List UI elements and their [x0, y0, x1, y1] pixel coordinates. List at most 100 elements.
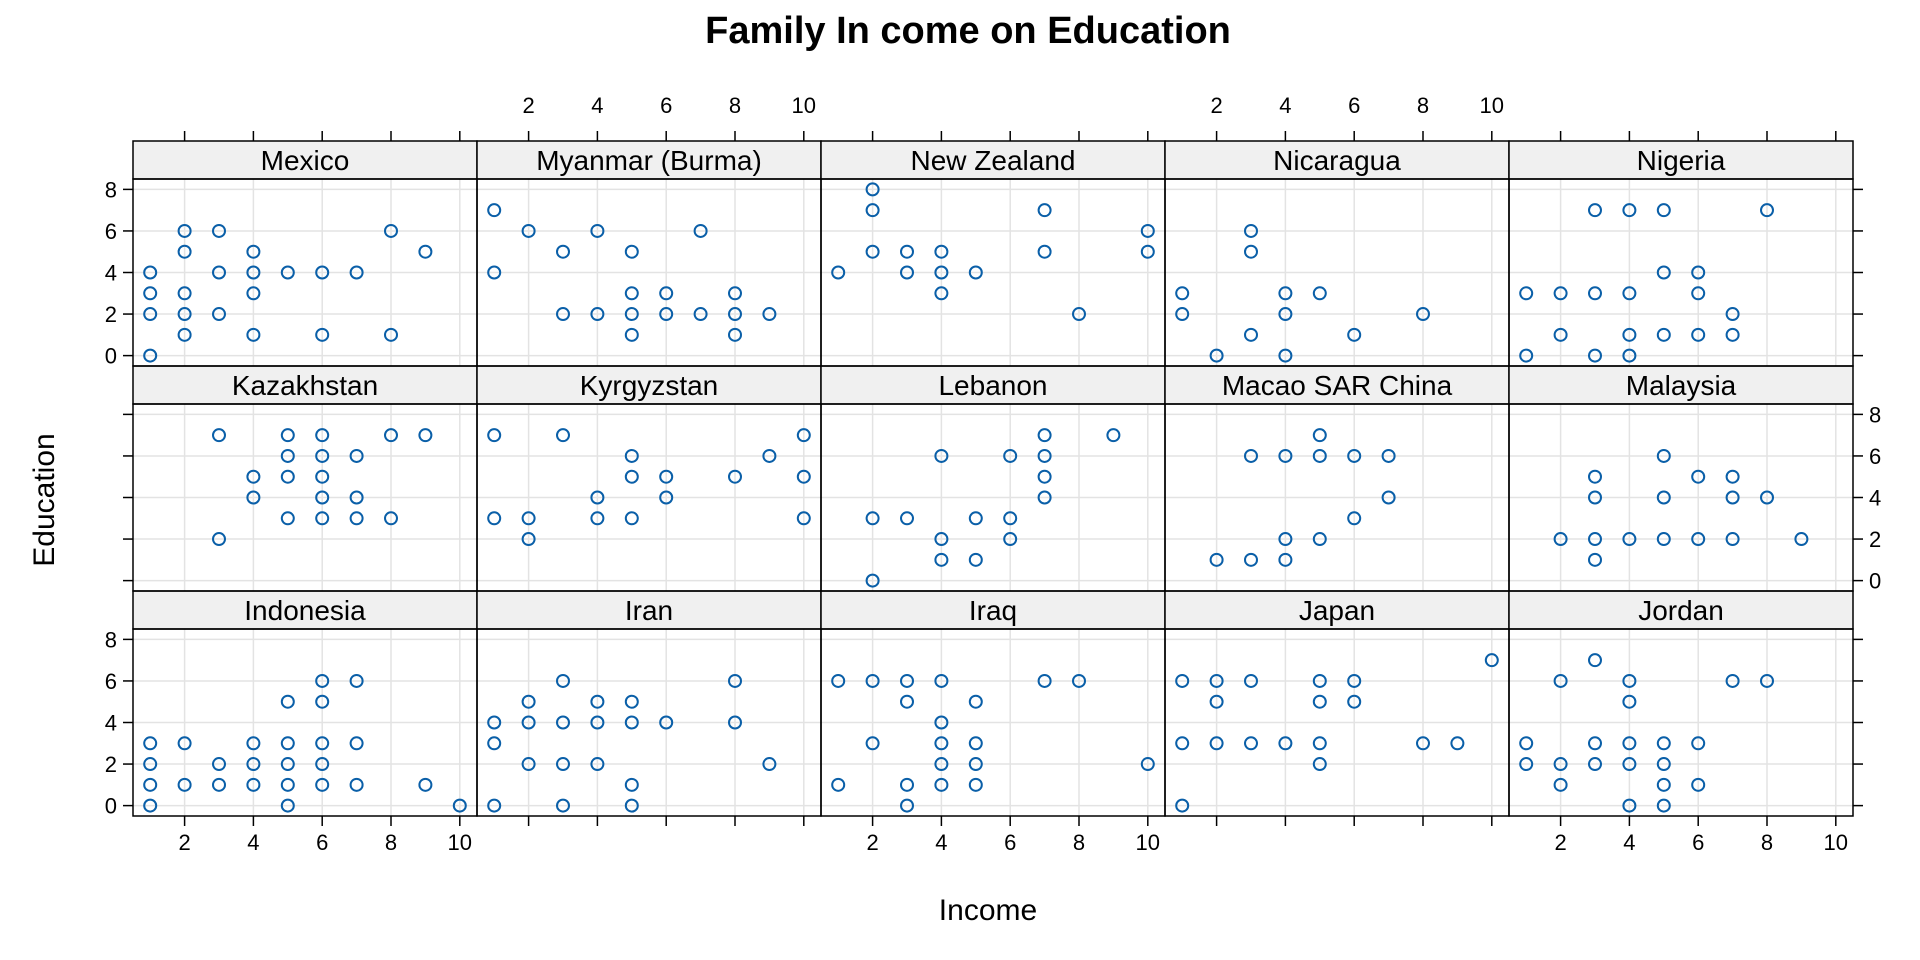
y-tick-label: 8 [105, 627, 117, 652]
data-point-kazakhstan [280, 511, 295, 526]
data-point-jordan [1553, 757, 1568, 772]
y-tick-label: 2 [105, 752, 117, 777]
data-point-indonesia [143, 777, 158, 792]
data-point-mexico [212, 307, 226, 322]
x-axis-label: Income [939, 894, 1037, 927]
panel-label-kazakhstan: Kazakhstan [232, 370, 378, 401]
data-point-kazakhstan [349, 511, 364, 526]
data-point-myanmar-burma [590, 223, 605, 238]
data-point-mexico [280, 265, 295, 280]
data-point-lebanon [934, 552, 949, 567]
data-point-malaysia [1656, 448, 1671, 463]
data-point-nicaragua [1209, 348, 1224, 363]
strip-myanmar-burma [476, 140, 822, 180]
data-point-jordan [1553, 673, 1568, 688]
data-point-kazakhstan [349, 448, 364, 463]
data-point-jordan [1691, 736, 1706, 751]
data-point-kazakhstan [384, 428, 398, 443]
y-tick-label: 8 [1869, 402, 1881, 427]
panel-label-iran: Iran [625, 595, 673, 626]
data-point-iran [624, 715, 639, 730]
strip-macao-sar-china [1164, 365, 1510, 405]
data-point-macao-sar-china [1278, 552, 1293, 567]
data-point-jordan [1656, 798, 1671, 813]
x-tick-label: 2 [1554, 830, 1566, 855]
data-point-new-zealand [968, 265, 983, 280]
data-point-jordan [1622, 673, 1637, 688]
data-point-nigeria [1656, 327, 1671, 342]
data-point-mexico [349, 265, 364, 280]
data-point-indonesia [315, 673, 330, 688]
y-tick-label: 2 [105, 302, 117, 327]
data-point-nigeria [1691, 265, 1706, 280]
data-point-japan [1416, 736, 1430, 751]
data-point-kazakhstan [315, 428, 330, 443]
data-point-macao-sar-china [1209, 552, 1224, 567]
data-point-japan [1312, 694, 1327, 709]
data-point-iran [590, 694, 605, 709]
data-point-myanmar-burma [762, 307, 777, 322]
data-point-nigeria [1519, 286, 1534, 301]
x-tick-label: 6 [1692, 830, 1704, 855]
data-point-lebanon [1003, 511, 1018, 526]
data-point-mexico [143, 286, 158, 301]
data-point-japan [1278, 736, 1293, 751]
data-point-mexico [246, 265, 261, 280]
data-point-malaysia [1588, 552, 1602, 567]
strip-mexico [132, 140, 478, 180]
strip-lebanon [820, 365, 1166, 405]
data-point-malaysia [1656, 532, 1671, 547]
data-point-malaysia [1588, 532, 1602, 547]
data-point-lebanon [865, 511, 880, 526]
y-tick-label: 8 [105, 177, 117, 202]
data-point-macao-sar-china [1312, 448, 1327, 463]
data-point-mexico [143, 307, 158, 322]
data-point-kyrgyzstan [762, 448, 777, 463]
data-point-myanmar-burma [624, 244, 639, 259]
data-point-new-zealand [934, 265, 949, 280]
data-point-new-zealand [1037, 244, 1052, 259]
data-point-iran [590, 757, 605, 772]
data-point-nigeria [1656, 203, 1671, 218]
data-point-new-zealand [934, 244, 949, 259]
data-point-myanmar-burma [624, 286, 639, 301]
data-point-kyrgyzstan [521, 511, 536, 526]
data-point-kazakhstan [280, 448, 295, 463]
data-point-kyrgyzstan [624, 448, 639, 463]
data-point-malaysia [1725, 469, 1740, 484]
x-tick-label: 6 [1348, 93, 1360, 118]
data-point-indonesia [349, 673, 364, 688]
data-point-lebanon [1003, 448, 1018, 463]
data-point-malaysia [1588, 490, 1602, 505]
x-tick-label: 6 [660, 93, 672, 118]
data-point-nigeria [1622, 327, 1637, 342]
data-point-kyrgyzstan [487, 511, 502, 526]
data-point-iraq [831, 777, 846, 792]
strip-malaysia [1508, 365, 1854, 405]
data-point-iraq [1140, 757, 1155, 772]
data-point-kyrgyzstan [796, 469, 811, 484]
data-point-iran [728, 673, 742, 688]
data-point-iran [624, 798, 639, 813]
data-point-lebanon [1037, 490, 1052, 505]
x-tick-label: 6 [316, 830, 328, 855]
data-point-kazakhstan [280, 428, 295, 443]
x-tick-label: 2 [522, 93, 534, 118]
data-point-iraq [934, 715, 949, 730]
data-point-indonesia [315, 694, 330, 709]
data-point-nicaragua [1244, 327, 1258, 342]
data-point-jordan [1553, 777, 1568, 792]
data-point-kazakhstan [246, 469, 261, 484]
x-tick-label: 4 [1623, 830, 1635, 855]
data-point-macao-sar-china [1244, 448, 1258, 463]
data-point-indonesia [143, 798, 158, 813]
data-point-japan [1209, 736, 1224, 751]
data-point-kazakhstan [349, 490, 364, 505]
data-point-mexico [212, 223, 226, 238]
data-point-nicaragua [1278, 348, 1293, 363]
panel-label-malaysia: Malaysia [1626, 370, 1737, 401]
data-point-indonesia [280, 757, 295, 772]
data-point-jordan [1760, 673, 1774, 688]
data-point-myanmar-burma [556, 244, 570, 259]
